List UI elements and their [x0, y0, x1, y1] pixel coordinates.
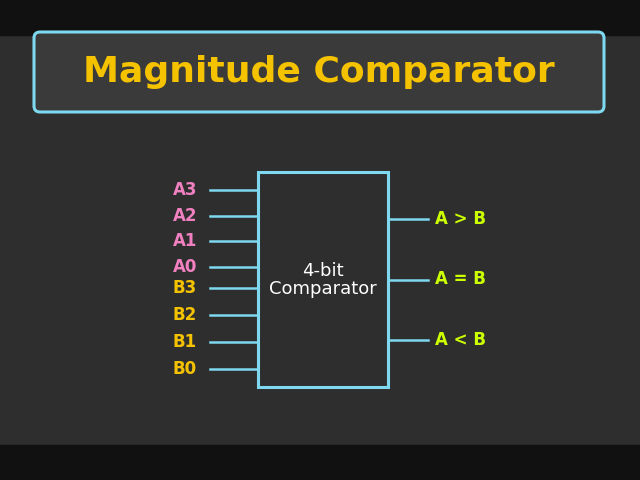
Text: B1: B1 — [173, 333, 197, 351]
Text: 4-bit: 4-bit — [302, 262, 344, 279]
FancyBboxPatch shape — [34, 32, 604, 112]
Text: Comparator: Comparator — [269, 280, 377, 299]
Text: A3: A3 — [173, 181, 197, 199]
Text: A = B: A = B — [435, 271, 486, 288]
Text: B0: B0 — [173, 360, 197, 378]
Text: A < B: A < B — [435, 331, 486, 348]
Bar — [0, 0, 640, 35]
Bar — [258, 172, 388, 387]
Text: A > B: A > B — [435, 210, 486, 228]
Text: B3: B3 — [173, 279, 197, 297]
Text: Magnitude Comparator: Magnitude Comparator — [83, 55, 555, 89]
Bar — [0, 445, 640, 480]
Text: A1: A1 — [173, 232, 197, 250]
Text: B2: B2 — [173, 306, 197, 324]
Text: A2: A2 — [173, 206, 197, 225]
Text: A0: A0 — [173, 258, 197, 276]
